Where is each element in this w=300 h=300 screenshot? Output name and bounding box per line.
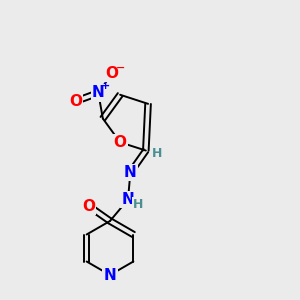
Text: −: − <box>116 63 125 73</box>
Text: N: N <box>122 192 134 207</box>
Text: N: N <box>92 85 105 100</box>
Text: H: H <box>133 198 143 211</box>
Text: O: O <box>114 135 127 150</box>
Text: O: O <box>82 199 95 214</box>
Text: N: N <box>124 165 137 180</box>
Text: O: O <box>106 66 118 81</box>
Text: H: H <box>152 147 162 160</box>
Text: O: O <box>69 94 82 109</box>
Text: N: N <box>103 268 116 283</box>
Text: +: + <box>101 81 110 91</box>
